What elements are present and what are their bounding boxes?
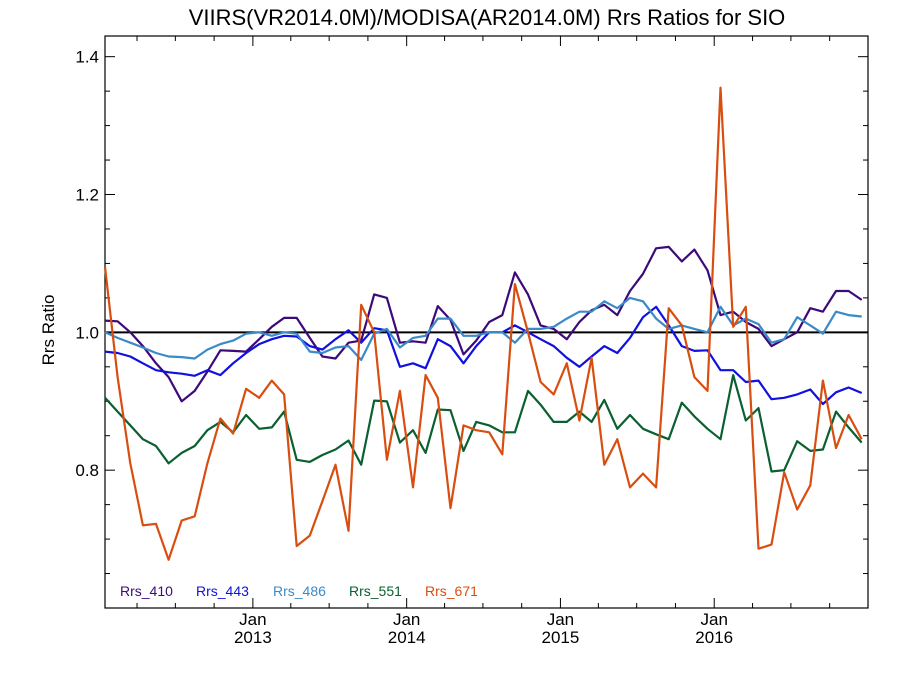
x-tick-year: 2014 <box>388 628 426 647</box>
x-tick-month: Jan <box>393 610 420 629</box>
chart-title: VIIRS(VR2014.0M)/MODISA(AR2014.0M) Rrs R… <box>189 5 786 30</box>
y-tick-label: 1.4 <box>75 48 99 67</box>
series-line-rrs-410 <box>104 245 863 403</box>
plot-frame <box>104 35 869 609</box>
legend: Rrs_410 Rrs_443 Rrs_486 Rrs_551 Rrs_671 <box>120 583 478 599</box>
series-line-rrs-443 <box>104 305 863 406</box>
y-tick-label: 1.2 <box>75 186 99 205</box>
series-line-rrs-671 <box>103 86 863 561</box>
legend-entry-rrs-486: Rrs_486 <box>273 583 326 599</box>
x-tick-month: Jan <box>701 610 728 629</box>
x-tick-month: Jan <box>547 610 574 629</box>
x-tick-year: 2013 <box>234 628 272 647</box>
legend-entry-rrs-671: Rrs_671 <box>425 583 478 599</box>
legend-entry-rrs-551: Rrs_551 <box>349 583 402 599</box>
y-axis-label: Rrs Ratio <box>39 295 58 366</box>
legend-entry-rrs-410: Rrs_410 <box>120 583 173 599</box>
x-tick-month: Jan <box>239 610 266 629</box>
y-tick-label: 1.0 <box>75 323 99 342</box>
plot-area <box>103 86 868 561</box>
x-tick-year: 2016 <box>695 628 733 647</box>
y-tick-label: 0.8 <box>75 461 99 480</box>
x-tick-year: 2015 <box>542 628 580 647</box>
legend-entry-rrs-443: Rrs_443 <box>196 583 249 599</box>
